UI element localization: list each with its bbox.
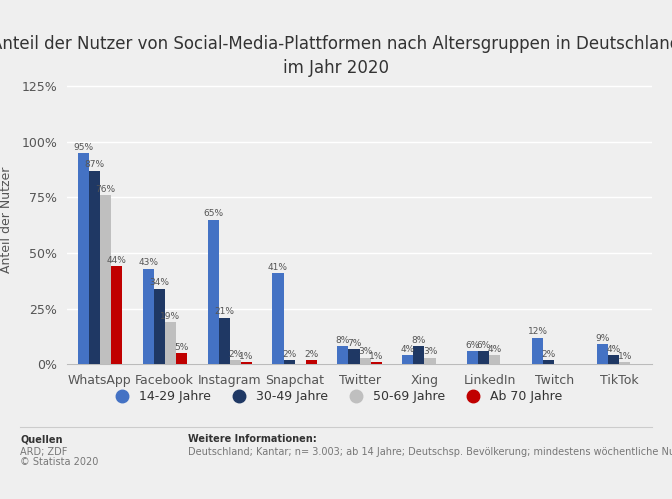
Bar: [544, 360, 554, 364]
Bar: [272, 273, 284, 364]
Bar: [89, 171, 99, 364]
Bar: [489, 355, 501, 364]
Text: 3%: 3%: [423, 347, 437, 356]
Bar: [165, 322, 175, 364]
Text: 5%: 5%: [174, 343, 188, 352]
Bar: [306, 360, 317, 364]
Text: 7%: 7%: [347, 339, 361, 348]
Bar: [608, 355, 620, 364]
Text: 8%: 8%: [336, 336, 350, 345]
Text: 95%: 95%: [73, 143, 93, 152]
Legend: 14-29 Jahre, 30-49 Jahre, 50-69 Jahre, Ab 70 Jahre: 14-29 Jahre, 30-49 Jahre, 50-69 Jahre, A…: [104, 385, 568, 408]
Text: Quellen: Quellen: [20, 434, 62, 444]
Bar: [532, 337, 544, 364]
Text: 2%: 2%: [304, 350, 319, 359]
Text: © Statista 2020: © Statista 2020: [20, 457, 99, 467]
Text: 19%: 19%: [160, 312, 180, 321]
Text: 34%: 34%: [149, 278, 169, 287]
Text: Deutschland; Kantar; n= 3.003; ab 14 Jahre; Deutschsp. Bevölkerung; mindestens w: Deutschland; Kantar; n= 3.003; ab 14 Jah…: [188, 447, 672, 457]
Text: 3%: 3%: [358, 347, 372, 356]
Y-axis label: Anteil der Nutzer: Anteil der Nutzer: [0, 166, 13, 273]
Text: 6%: 6%: [466, 341, 480, 350]
Bar: [284, 360, 294, 364]
Bar: [360, 358, 370, 364]
Text: 4%: 4%: [488, 345, 502, 354]
Bar: [337, 346, 349, 364]
Text: 9%: 9%: [595, 334, 610, 343]
Bar: [142, 268, 154, 364]
Text: 4%: 4%: [607, 345, 621, 354]
Bar: [230, 360, 241, 364]
Bar: [425, 358, 435, 364]
Text: 12%: 12%: [528, 327, 548, 336]
Text: 2%: 2%: [282, 350, 296, 359]
Bar: [467, 351, 478, 364]
Text: 1%: 1%: [618, 352, 632, 361]
Bar: [478, 351, 489, 364]
Text: Weitere Informationen:: Weitere Informationen:: [188, 434, 317, 444]
Bar: [99, 195, 111, 364]
Text: 44%: 44%: [106, 256, 126, 265]
Bar: [597, 344, 608, 364]
Bar: [154, 288, 165, 364]
Text: Anteil der Nutzer von Social-Media-Plattformen nach Altersgruppen in Deutschland: Anteil der Nutzer von Social-Media-Platt…: [0, 35, 672, 76]
Text: 87%: 87%: [84, 161, 104, 170]
Bar: [349, 349, 360, 364]
Text: 76%: 76%: [95, 185, 116, 194]
Bar: [208, 220, 218, 364]
Text: 4%: 4%: [401, 345, 415, 354]
Bar: [403, 355, 413, 364]
Bar: [111, 266, 122, 364]
Bar: [241, 362, 252, 364]
Text: 2%: 2%: [228, 350, 242, 359]
Text: 43%: 43%: [138, 258, 158, 267]
Text: 1%: 1%: [239, 352, 253, 361]
Text: 21%: 21%: [214, 307, 234, 316]
Text: 6%: 6%: [476, 341, 491, 350]
Bar: [370, 362, 382, 364]
Text: 65%: 65%: [203, 210, 223, 219]
Text: 8%: 8%: [412, 336, 426, 345]
Bar: [218, 317, 230, 364]
Text: 2%: 2%: [542, 350, 556, 359]
Bar: [175, 353, 187, 364]
Bar: [620, 362, 630, 364]
Bar: [77, 153, 89, 364]
Text: ARD; ZDF: ARD; ZDF: [20, 447, 67, 457]
Bar: [413, 346, 425, 364]
Text: 1%: 1%: [369, 352, 383, 361]
Text: 41%: 41%: [268, 263, 288, 272]
